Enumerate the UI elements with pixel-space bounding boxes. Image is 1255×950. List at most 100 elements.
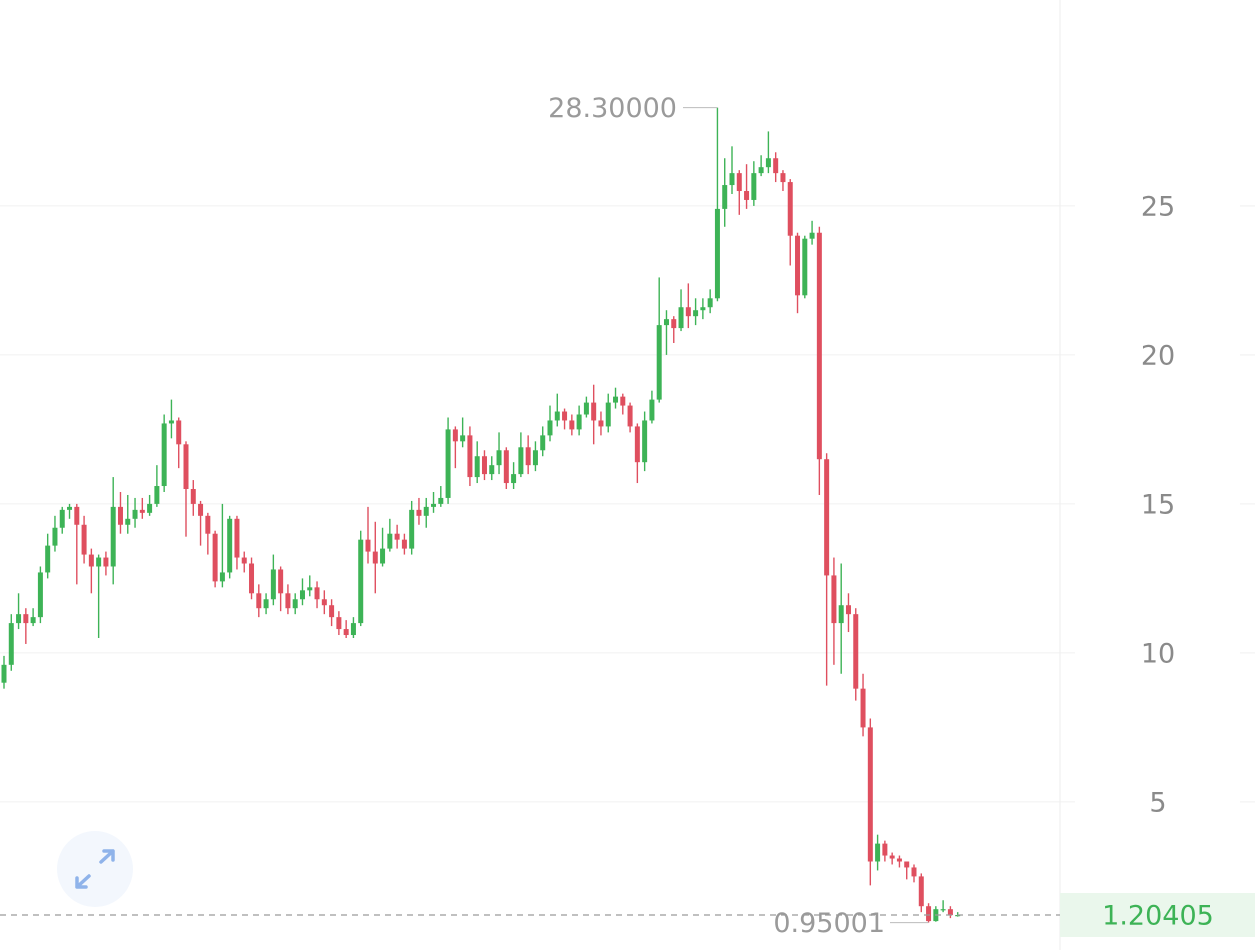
candle-body	[249, 563, 255, 594]
candle-body	[671, 319, 677, 329]
candle-body	[278, 569, 284, 594]
last-price-label: 1.20405	[1102, 901, 1214, 932]
candle-body	[8, 623, 14, 665]
candle-body	[860, 688, 866, 728]
candle-body	[358, 539, 364, 624]
candle-body	[67, 506, 73, 510]
candle-body	[693, 310, 699, 317]
candle-body	[336, 617, 342, 630]
candle-body	[511, 474, 517, 484]
candle-body	[168, 420, 174, 424]
candle-body	[532, 450, 538, 466]
candle-body	[372, 551, 378, 564]
candle-body	[205, 515, 211, 534]
candle-body	[183, 444, 189, 490]
candle-body	[554, 411, 560, 421]
candle-body	[59, 509, 65, 528]
candle-body	[656, 325, 662, 400]
candle-body	[30, 617, 36, 624]
candle-body	[161, 423, 167, 487]
candle-body	[882, 843, 888, 856]
candle-body	[314, 587, 320, 600]
candle-body	[380, 548, 386, 564]
candle-body	[729, 173, 735, 186]
candle-body	[23, 614, 29, 624]
candle-body	[329, 605, 335, 618]
candle-body	[365, 539, 371, 552]
candle-body	[387, 533, 393, 549]
candle-body	[307, 587, 313, 591]
candle-body	[685, 307, 691, 317]
candle-body	[620, 396, 626, 406]
candle-body	[678, 307, 684, 329]
candle-body	[663, 319, 669, 326]
candle-body	[1, 664, 7, 683]
candle-body	[787, 182, 793, 236]
candle-body	[452, 429, 458, 442]
candle-body	[613, 396, 619, 403]
candle-body	[947, 909, 953, 916]
candle-body	[598, 420, 604, 427]
candle-body	[758, 167, 764, 174]
candle-body	[176, 420, 182, 445]
candle-body	[809, 232, 815, 239]
candle-body	[81, 524, 87, 555]
candle-body	[853, 614, 859, 689]
candle-body	[845, 605, 851, 615]
candle-body	[489, 465, 495, 475]
candle-body	[52, 527, 58, 546]
candle-body	[627, 405, 633, 427]
candle-body	[751, 173, 757, 200]
candle-body	[838, 605, 844, 624]
candle-body	[132, 509, 138, 519]
candle-body	[889, 855, 895, 859]
candle-body	[831, 575, 837, 624]
candle-body	[350, 623, 356, 636]
expand-button[interactable]	[57, 831, 133, 907]
y-tick-label: 10	[1141, 638, 1175, 669]
candle-body	[722, 185, 728, 209]
candle-body	[736, 173, 742, 192]
candle-body	[940, 909, 946, 911]
candle-body	[780, 173, 786, 183]
candle-body	[394, 533, 400, 540]
y-tick-label: 5	[1149, 787, 1166, 818]
candle-body	[649, 399, 655, 421]
candle-body	[96, 557, 102, 567]
candle-body	[270, 569, 276, 600]
candle-body	[154, 486, 160, 504]
expand-button-bg	[57, 831, 133, 907]
y-tick-label: 20	[1141, 340, 1175, 371]
candle-body	[569, 420, 575, 430]
candle-body	[904, 861, 910, 868]
candle-body	[700, 307, 706, 311]
candle-body	[110, 506, 116, 567]
candle-body	[125, 518, 131, 525]
candle-body	[212, 533, 218, 582]
candle-body	[263, 599, 269, 609]
candle-body	[634, 426, 640, 463]
candle-body	[583, 402, 589, 415]
candle-body	[16, 614, 22, 624]
candle-body	[445, 429, 451, 498]
candle-body	[824, 459, 830, 576]
candle-body	[802, 238, 808, 296]
candle-body	[423, 506, 429, 516]
last-price-box	[1060, 893, 1255, 938]
candle-body	[45, 545, 51, 573]
candle-body	[401, 539, 407, 549]
candle-body	[292, 599, 298, 609]
candle-body	[431, 503, 437, 507]
candle-body	[198, 503, 204, 516]
candle-body	[234, 518, 240, 558]
candle-body	[707, 298, 713, 308]
candle-body	[591, 402, 597, 421]
candle-body	[285, 593, 291, 609]
candle-body	[117, 506, 123, 525]
candle-body	[74, 506, 80, 525]
candle-body	[139, 509, 145, 513]
candle-body	[481, 456, 487, 475]
candle-body	[562, 411, 568, 421]
candle-body	[416, 509, 422, 516]
